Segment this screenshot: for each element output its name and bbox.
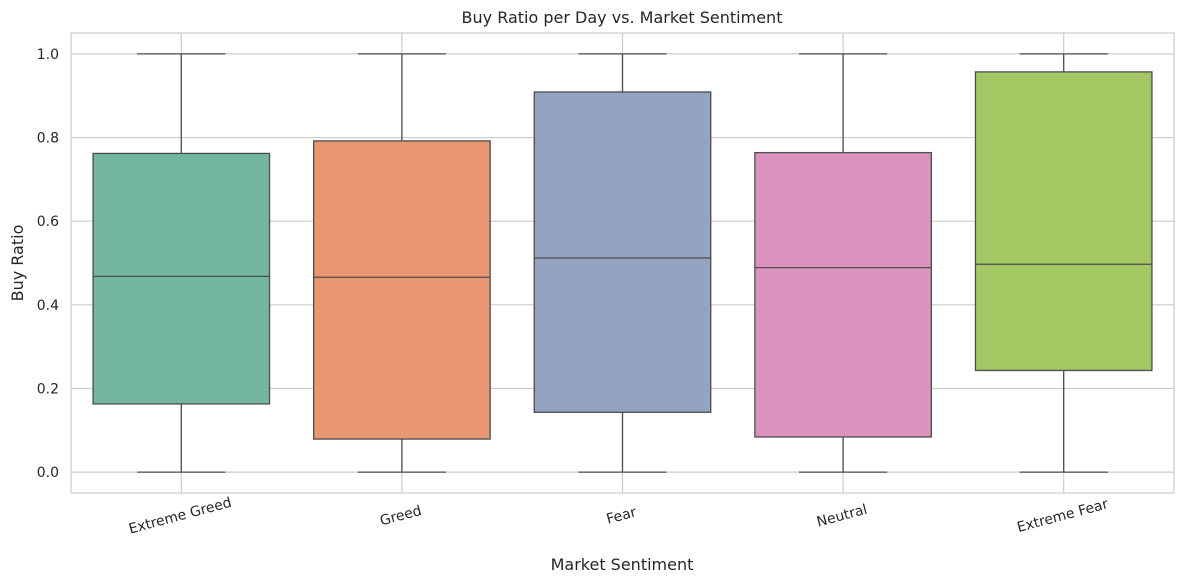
box-body [533, 91, 712, 413]
boxes-layer [92, 53, 1153, 473]
chart-title: Buy Ratio per Day vs. Market Sentiment [462, 8, 783, 27]
y-tick-label: 0.8 [37, 131, 59, 147]
y-tick-labels: 0.0 0.2 0.4 0.6 0.8 1.0 [37, 47, 59, 481]
box-greed [313, 53, 491, 473]
x-axis-label: Market Sentiment [551, 555, 694, 574]
y-axis-label: Buy Ratio [8, 225, 27, 302]
y-tick-label: 0.2 [37, 381, 59, 397]
x-tick-labels: Extreme Greed Greed Fear Neutral Extreme Fea… [127, 495, 1110, 538]
y-tick-label: 0.4 [37, 298, 59, 314]
x-tick-label: Fear [605, 504, 639, 527]
x-tick-label: Greed [378, 503, 423, 529]
x-tick-label: Neutral [815, 502, 869, 531]
box-neutral [754, 53, 932, 473]
y-tick-label: 0.0 [37, 465, 59, 481]
box-extreme-fear [974, 53, 1153, 473]
y-tick-label: 0.6 [37, 214, 59, 230]
plot-frame [70, 32, 1175, 494]
x-tick-label: Extreme Fear [1015, 496, 1110, 536]
box-body [313, 140, 491, 440]
box-body [92, 152, 271, 405]
y-tick-label: 1.0 [37, 47, 59, 63]
box-extreme-greed [92, 53, 271, 473]
x-tick-label: Extreme Greed [127, 495, 233, 538]
box-fear [533, 53, 712, 473]
box-body [754, 151, 932, 438]
box-body [974, 71, 1153, 372]
